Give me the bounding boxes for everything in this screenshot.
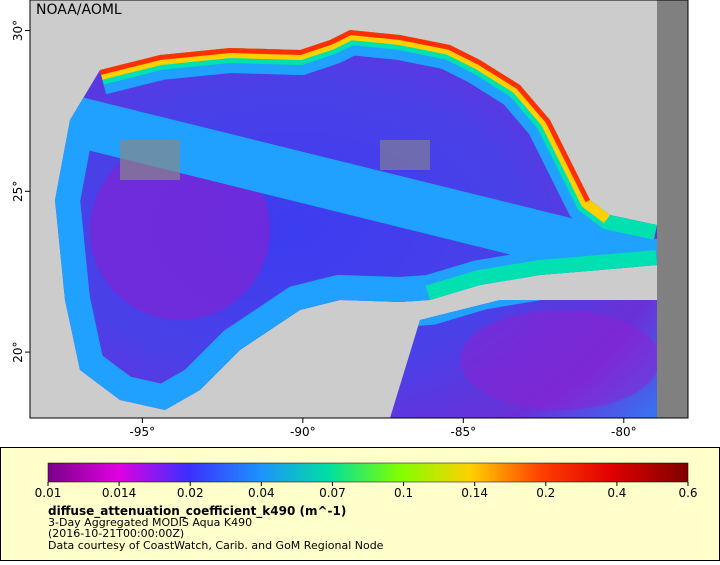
colorbar xyxy=(47,462,689,483)
legend-line: Data courtesy of CoastWatch, Carib. and … xyxy=(48,539,384,552)
colorbar-label: 0.01 xyxy=(35,486,62,500)
y-tick-label: 25° xyxy=(11,181,25,202)
colorbar-label: 0.014 xyxy=(102,486,136,500)
x-tick-label: -90° xyxy=(290,425,316,439)
colorbar-label: 0.02 xyxy=(177,486,204,500)
colorbar-label: 0.2 xyxy=(536,486,555,500)
colorbar-label: 0.07 xyxy=(319,486,346,500)
colorbar-label: 0.04 xyxy=(248,486,275,500)
colorbar-label: 0.6 xyxy=(678,486,697,500)
y-tick-label: 20° xyxy=(11,341,25,362)
colorbar-label: 0.4 xyxy=(607,486,626,500)
x-tick-label: -95° xyxy=(130,425,156,439)
y-tick-label: 30° xyxy=(11,20,25,41)
legend-title: diffuse_attenuation_coefficient_k490 (m^… xyxy=(48,504,346,519)
map-frame xyxy=(29,0,689,419)
x-tick-label: -85° xyxy=(451,425,477,439)
credit: NOAA/AOML xyxy=(36,2,122,18)
colorbar-label: 0.1 xyxy=(394,486,413,500)
colorbar-label: 0.14 xyxy=(461,486,488,500)
x-tick-label: -80° xyxy=(611,425,637,439)
no-data-strip xyxy=(657,0,688,418)
legend-line: (2016-10-21T00:00:00Z) xyxy=(48,527,184,540)
legend-line: 3-Day Aggregated MODIS Aqua K490 xyxy=(48,516,252,529)
